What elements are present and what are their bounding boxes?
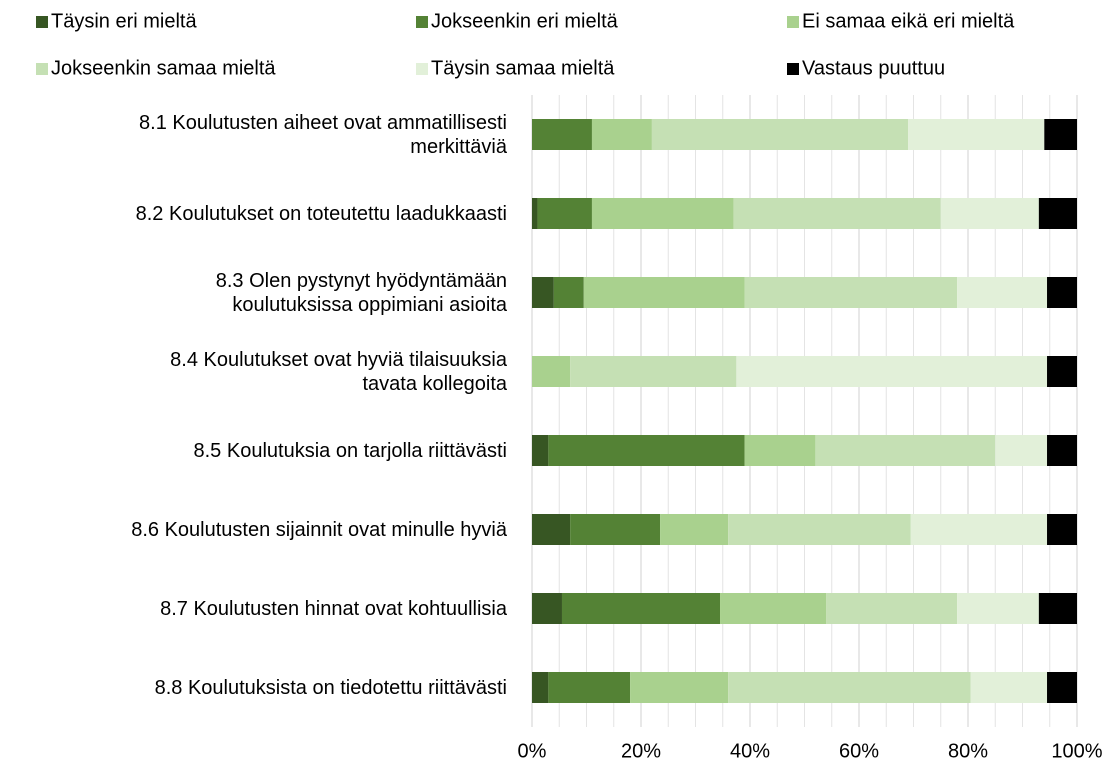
y-tick-label: 8.6 Koulutusten sijainnit ovat minulle h… bbox=[131, 518, 507, 541]
bar-segment bbox=[728, 514, 911, 545]
bar-segment bbox=[583, 277, 745, 308]
x-tick-label: 0% bbox=[518, 740, 547, 762]
bar-segment bbox=[591, 119, 652, 150]
bar-segment bbox=[826, 593, 958, 624]
legend-label: Täysin eri mieltä bbox=[51, 10, 197, 32]
bar-segment bbox=[553, 277, 584, 308]
legend-label: Vastaus puuttuu bbox=[802, 57, 945, 79]
legend-swatch bbox=[416, 16, 428, 28]
legend-label: Jokseenkin eri mieltä bbox=[431, 10, 619, 32]
bar-segment bbox=[744, 435, 816, 466]
legend-label: Jokseenkin samaa mieltä bbox=[51, 57, 276, 79]
y-tick-label: 8.3 Olen pystynyt hyödyntämään koulutuks… bbox=[215, 269, 507, 316]
bar-segment bbox=[995, 435, 1048, 466]
y-tick-label: 8.7 Koulutusten hinnat ovat kohtuullisia bbox=[160, 597, 507, 620]
bar-segment bbox=[1047, 356, 1077, 387]
bar-segment bbox=[532, 672, 549, 703]
legend-swatch bbox=[787, 63, 799, 75]
bar-segment bbox=[1038, 593, 1077, 624]
legend-swatch bbox=[36, 16, 48, 28]
bar-segment bbox=[651, 119, 909, 150]
bar-segment bbox=[660, 514, 729, 545]
bar-segment bbox=[532, 593, 562, 624]
bar-segment bbox=[532, 514, 571, 545]
bar-segment bbox=[728, 672, 971, 703]
legend-swatch bbox=[787, 16, 799, 28]
x-tick-label: 20% bbox=[621, 740, 661, 762]
bar-segment bbox=[957, 277, 1048, 308]
legend-label: Täysin samaa mieltä bbox=[431, 57, 615, 79]
legend-swatch bbox=[416, 63, 428, 75]
bar-segment bbox=[940, 198, 1039, 229]
y-tick-label: 8.2 Koulutukset on toteutettu laadukkaas… bbox=[135, 202, 507, 225]
bar-segment bbox=[910, 514, 1048, 545]
x-tick-label: 80% bbox=[948, 740, 988, 762]
bar-segment bbox=[815, 435, 996, 466]
legend-swatch bbox=[36, 63, 48, 75]
bar-segment bbox=[733, 198, 941, 229]
bar-segment bbox=[532, 277, 554, 308]
bar-segment bbox=[537, 198, 592, 229]
bar-segment bbox=[970, 672, 1048, 703]
x-tick-label: 40% bbox=[730, 740, 770, 762]
bar-segment bbox=[736, 356, 1048, 387]
x-tick-label: 60% bbox=[839, 740, 879, 762]
bar-segment bbox=[1038, 198, 1077, 229]
bar-segment bbox=[1047, 435, 1077, 466]
x-tick-label: 100% bbox=[1051, 740, 1102, 762]
bar-segment bbox=[532, 198, 538, 229]
bar-segment bbox=[744, 277, 958, 308]
bar-segment bbox=[591, 198, 734, 229]
bar-segment bbox=[720, 593, 827, 624]
legend-label: Ei samaa eikä eri mieltä bbox=[802, 10, 1015, 32]
y-tick-label: 8.1 Koulutusten aiheet ovat ammatillises… bbox=[139, 111, 507, 158]
y-tick-label: 8.4 Koulutukset ovat hyviä tilaisuuksia … bbox=[170, 348, 507, 395]
bar-segment bbox=[1044, 119, 1077, 150]
bar-segment bbox=[561, 593, 721, 624]
y-tick-label: 8.5 Koulutuksia on tarjolla riittävästi bbox=[193, 439, 508, 462]
bar-segment bbox=[908, 119, 1045, 150]
bar-segment bbox=[532, 119, 592, 150]
bar-segment bbox=[570, 356, 737, 387]
bar-segment bbox=[957, 593, 1039, 624]
bar-segment bbox=[548, 672, 631, 703]
bar-segment bbox=[548, 435, 745, 466]
bar-segment bbox=[532, 435, 549, 466]
bar-segment bbox=[532, 356, 571, 387]
y-tick-label: 8.8 Koulutuksista on tiedotettu riittävä… bbox=[154, 676, 507, 699]
bar-segment bbox=[1047, 672, 1077, 703]
bar-segment bbox=[1047, 277, 1077, 308]
bar-segment bbox=[570, 514, 661, 545]
bar-segment bbox=[1047, 514, 1077, 545]
bar-segment bbox=[630, 672, 729, 703]
